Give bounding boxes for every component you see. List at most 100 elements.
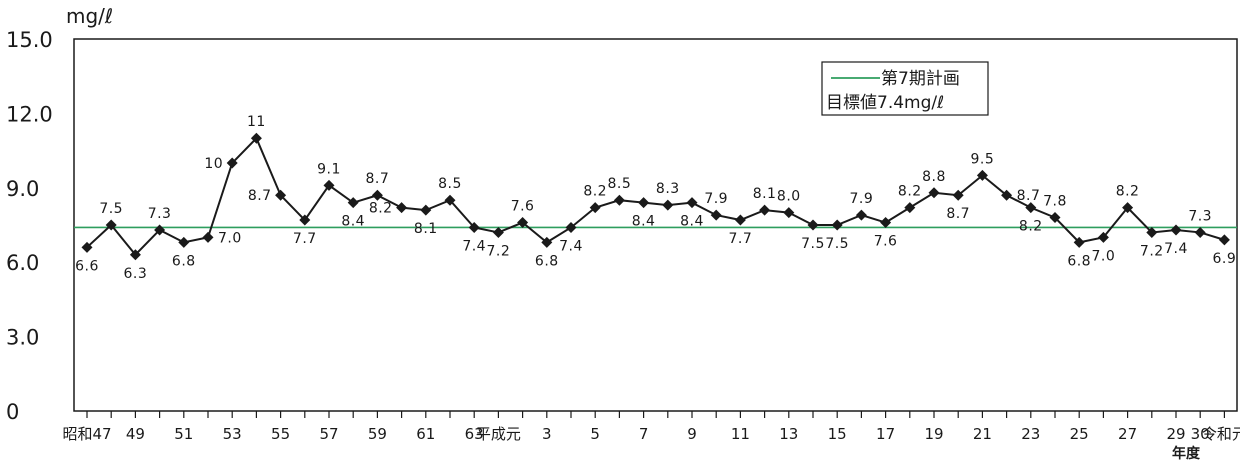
data-point bbox=[275, 189, 287, 201]
data-point bbox=[783, 207, 795, 219]
legend-line2: 目標値7.4mg/ℓ bbox=[826, 93, 944, 113]
data-point bbox=[202, 231, 214, 243]
x-tick-label: 19 bbox=[924, 425, 943, 443]
data-label: 7.4 bbox=[559, 238, 583, 254]
data-point bbox=[1170, 224, 1182, 236]
y-tick-label: 6.0 bbox=[6, 251, 39, 275]
data-point bbox=[1122, 202, 1134, 214]
data-point bbox=[492, 226, 504, 238]
plot-frame bbox=[73, 38, 1238, 412]
x-tick-label: 17 bbox=[876, 425, 895, 443]
data-label: 8.7 bbox=[1017, 188, 1041, 204]
data-label: 6.8 bbox=[1067, 253, 1091, 269]
x-tick-label: 49 bbox=[126, 425, 145, 443]
x-tick-label: 15 bbox=[828, 425, 847, 443]
data-label: 11 bbox=[247, 114, 266, 130]
data-point bbox=[81, 241, 93, 253]
data-label: 8.7 bbox=[946, 206, 970, 222]
data-label: 9.1 bbox=[317, 161, 341, 177]
data-point bbox=[662, 199, 674, 211]
data-point bbox=[1025, 202, 1037, 214]
data-label: 8.2 bbox=[1019, 219, 1043, 235]
data-label: 8.2 bbox=[898, 184, 922, 200]
y-axis-ticks: 0 3.0 6.0 9.0 12.0 15.0 bbox=[6, 28, 53, 424]
data-point bbox=[734, 214, 746, 226]
data-label: 8.8 bbox=[922, 169, 946, 185]
data-label: 7.3 bbox=[1188, 208, 1212, 224]
data-label: 6.3 bbox=[124, 266, 148, 282]
data-label: 8.5 bbox=[438, 176, 462, 192]
data-point bbox=[154, 224, 166, 236]
data-label: 7.4 bbox=[1164, 241, 1188, 257]
data-point bbox=[1001, 189, 1013, 201]
x-tick-label: 30 bbox=[1191, 425, 1210, 443]
y-axis-unit: mg/ℓ bbox=[66, 4, 113, 28]
x-tick-label: 21 bbox=[973, 425, 992, 443]
data-point bbox=[1097, 231, 1109, 243]
data-label: 7.6 bbox=[511, 199, 535, 215]
data-label: 7.6 bbox=[874, 234, 898, 250]
data-point bbox=[129, 249, 141, 261]
data-label: 6.9 bbox=[1213, 251, 1237, 267]
data-label: 7.0 bbox=[1092, 248, 1116, 264]
data-label: 7.8 bbox=[1043, 194, 1067, 210]
data-point bbox=[759, 204, 771, 216]
y-tick-label: 3.0 bbox=[6, 326, 39, 350]
data-point bbox=[105, 219, 117, 231]
data-point bbox=[710, 209, 722, 221]
data-label: 7.5 bbox=[99, 201, 123, 217]
legend-box bbox=[821, 61, 989, 116]
x-tick-label: 59 bbox=[368, 425, 387, 443]
data-label: 8.7 bbox=[248, 188, 272, 204]
data-point bbox=[420, 204, 432, 216]
data-point bbox=[1049, 212, 1061, 224]
data-label: 8.2 bbox=[583, 184, 607, 200]
data-point bbox=[613, 194, 625, 206]
x-tick-label: 5 bbox=[590, 425, 600, 443]
data-label: 8.4 bbox=[680, 214, 704, 230]
data-point bbox=[371, 189, 383, 201]
data-point bbox=[686, 197, 698, 209]
x-tick-label: 昭和47 bbox=[62, 425, 111, 443]
data-point bbox=[1194, 226, 1206, 238]
data-point bbox=[541, 236, 553, 248]
data-label: 6.6 bbox=[75, 258, 99, 274]
data-point bbox=[468, 221, 480, 233]
y-tick-label: 0 bbox=[6, 400, 19, 424]
data-label: 7.0 bbox=[218, 230, 242, 246]
data-label: 8.5 bbox=[608, 176, 632, 192]
data-labels: 6.67.56.37.36.87.010118.77.79.18.48.78.2… bbox=[75, 114, 1236, 282]
x-tick-label: 25 bbox=[1070, 425, 1089, 443]
data-label: 7.7 bbox=[293, 231, 317, 247]
x-tick-label: 53 bbox=[223, 425, 242, 443]
data-point bbox=[178, 236, 190, 248]
data-label: 6.8 bbox=[535, 253, 559, 269]
x-tick-label: 29 bbox=[1166, 425, 1185, 443]
y-tick-label: 15.0 bbox=[6, 28, 53, 52]
data-label: 7.5 bbox=[825, 236, 849, 252]
legend: 第7期計画 目標値7.4mg/ℓ bbox=[821, 61, 989, 116]
data-point bbox=[1073, 236, 1085, 248]
x-axis-label: 年度 bbox=[1172, 445, 1201, 462]
data-point bbox=[565, 221, 577, 233]
data-label: 8.4 bbox=[341, 214, 365, 230]
data-label: 7.3 bbox=[148, 206, 172, 222]
data-point bbox=[323, 179, 335, 191]
data-point bbox=[880, 217, 892, 229]
data-label: 7.4 bbox=[462, 238, 486, 254]
data-point bbox=[396, 202, 408, 214]
x-tick-label: 令和元 bbox=[1202, 425, 1240, 443]
x-tick-label: 51 bbox=[174, 425, 193, 443]
data-label: 7.9 bbox=[850, 191, 874, 207]
data-point bbox=[1146, 226, 1158, 238]
data-point bbox=[855, 209, 867, 221]
data-point bbox=[299, 214, 311, 226]
data-label: 8.3 bbox=[656, 181, 680, 197]
data-label: 7.7 bbox=[729, 231, 753, 247]
data-label: 8.4 bbox=[632, 214, 656, 230]
data-label: 7.5 bbox=[801, 236, 825, 252]
data-point bbox=[1218, 234, 1230, 246]
x-tick-label: 3 bbox=[542, 425, 552, 443]
x-tick-label: 63 bbox=[465, 425, 484, 443]
